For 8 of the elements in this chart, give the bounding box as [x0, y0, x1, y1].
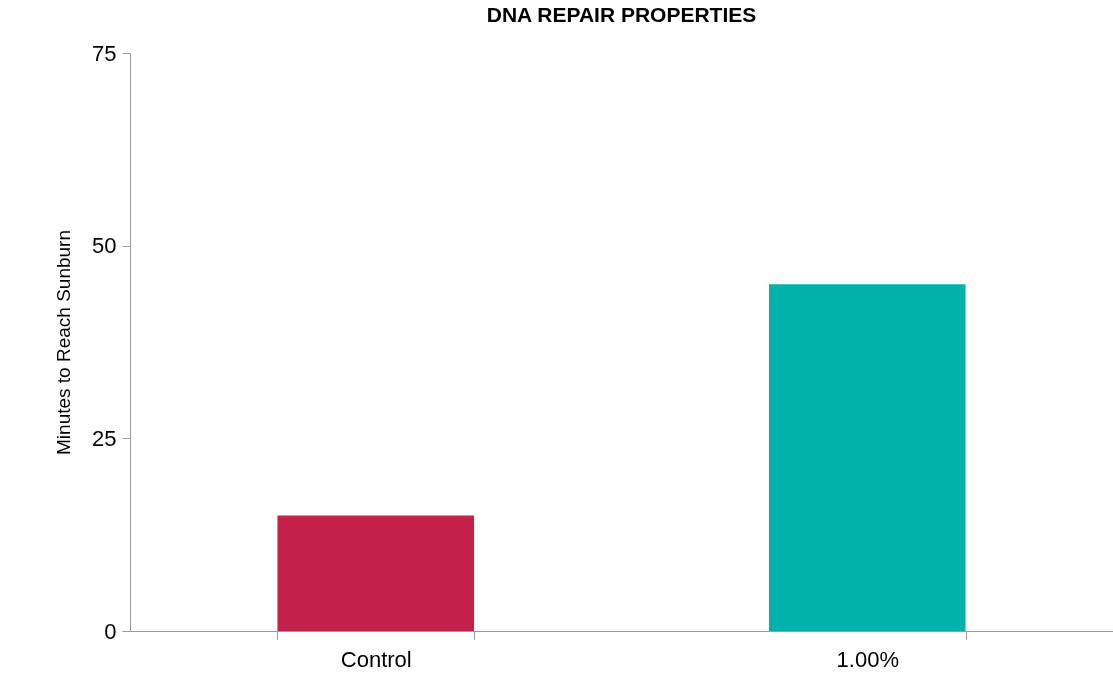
y-tick-label: 25 — [92, 425, 117, 451]
y-axis-title: Minutes to Reach Sunburn — [53, 230, 75, 455]
y-tick-label: 75 — [92, 40, 117, 66]
x-tick-label: Control — [340, 646, 412, 672]
x-tick-label: 1.00% — [836, 646, 899, 672]
y-tick-label: 50 — [92, 233, 117, 259]
chart-title: DNA REPAIR PROPERTIES — [486, 3, 757, 26]
y-tick-label: 0 — [104, 618, 117, 644]
